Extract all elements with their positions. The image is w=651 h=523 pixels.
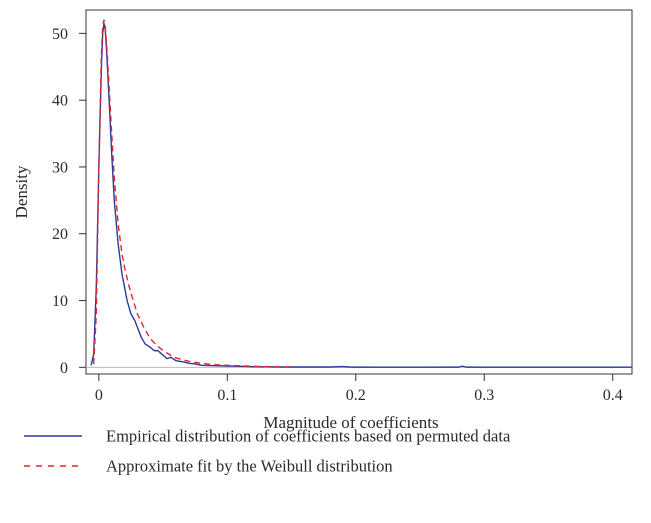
y-axis-label: Density — [12, 165, 31, 218]
plot-area — [85, 9, 633, 375]
series-layer — [90, 19, 632, 368]
x-tick-label: 0 — [95, 387, 103, 404]
x-axis-label: Magnitude of coefficients — [263, 413, 438, 432]
y-tick-label: 50 — [52, 26, 68, 43]
x-tick-label: 0.1 — [217, 387, 237, 404]
legend-label-empirical: Empirical distribution of coefficients b… — [106, 427, 511, 446]
x-tick-label: 0.2 — [346, 387, 366, 404]
legend: Empirical distribution of coefficients b… — [24, 427, 511, 476]
legend-label-weibull: Approximate fit by the Weibull distribut… — [106, 457, 393, 476]
plot-frame — [85, 9, 633, 375]
y-tick-label: 40 — [52, 93, 68, 110]
y-tick-label: 0 — [60, 360, 68, 377]
weibull-series-line — [93, 19, 292, 368]
x-tick-label: 0.3 — [474, 387, 494, 404]
x-tick-label: 0.4 — [603, 387, 623, 404]
y-tick-label: 20 — [52, 226, 68, 243]
axes: 0 0.1 0.2 0.3 0.4 0 10 20 30 40 50 Magnitude of coe… — [12, 26, 623, 432]
y-tick-label: 30 — [52, 159, 68, 176]
y-tick-label: 10 — [52, 293, 68, 310]
empirical-series-line — [90, 22, 632, 368]
